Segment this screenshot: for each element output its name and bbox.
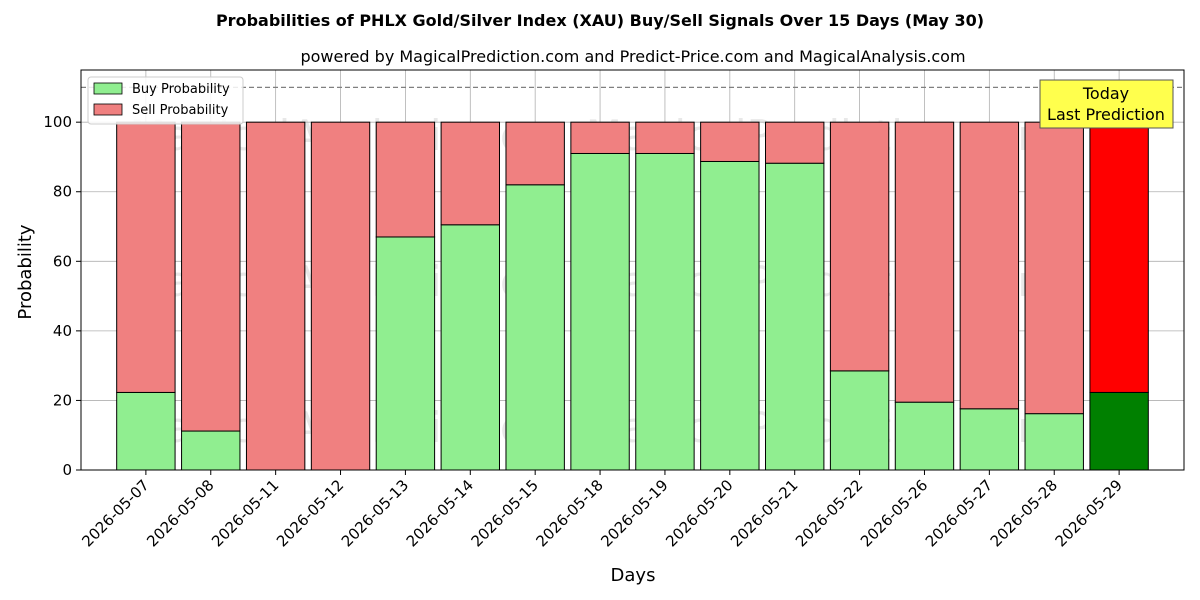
- legend-box: [87, 76, 244, 125]
- x-tick-label: 2026-05-27: [922, 476, 996, 550]
- x-tick-label: 2026-05-11: [208, 476, 282, 550]
- legend-sell-label: Sell Probability: [132, 103, 229, 118]
- bar-buy: [959, 408, 1020, 471]
- bar-buy: [829, 370, 890, 471]
- y-tick-label: 80: [53, 183, 72, 201]
- bar-sell: [829, 121, 890, 372]
- x-tick-label: 2026-05-18: [533, 476, 607, 550]
- bar-sell: [505, 121, 565, 186]
- x-tick-label: 2026-05-22: [792, 476, 866, 550]
- chart-subtitle: powered by MagicalPrediction.com and Pre…: [300, 47, 965, 66]
- bar-buy: [894, 401, 955, 471]
- x-tick-label: 2026-05-28: [987, 476, 1061, 550]
- legend-buy-swatch: [93, 82, 123, 95]
- x-tick-label: 2026-05-15: [468, 476, 542, 550]
- x-axis: 2026-05-072026-05-082026-05-112026-05-12…: [78, 470, 1126, 550]
- bar-buy: [375, 236, 436, 471]
- x-tick-label: 2026-05-12: [273, 476, 347, 550]
- bar-buy: [1089, 391, 1149, 471]
- x-tick-label: 2026-05-08: [143, 476, 217, 550]
- y-axis: 0 20 40 60 80 100: [43, 113, 81, 479]
- bar-sell: [181, 121, 241, 432]
- y-tick-label: 20: [53, 391, 72, 409]
- bar-buy: [1024, 413, 1084, 471]
- bar-sell: [310, 121, 371, 471]
- plot-frame: [80, 69, 1185, 471]
- y-tick-label: 40: [53, 322, 72, 340]
- x-tick-label: 2026-05-13: [338, 476, 412, 550]
- bar-sell: [440, 121, 500, 226]
- bar-buy: [181, 430, 241, 471]
- x-tick-label: 2026-05-07: [78, 476, 152, 550]
- annotation-box: [1039, 79, 1174, 129]
- x-tick-label: 2026-05-21: [727, 476, 801, 550]
- legend: Buy Probability Sell Probability: [87, 76, 244, 125]
- bar-buy: [116, 391, 176, 471]
- bar-sell: [570, 121, 630, 154]
- bar-buy: [635, 152, 695, 471]
- bar-sell: [1089, 121, 1149, 393]
- today-annotation: Today Last Prediction: [1039, 79, 1174, 129]
- legend-buy-label: Buy Probability: [132, 82, 230, 97]
- chart-title: Probabilities of PHLX Gold/Silver Index …: [216, 11, 984, 30]
- bar-buy: [440, 224, 500, 471]
- bar-sell: [375, 121, 436, 238]
- x-tick-label: 2026-05-29: [1052, 476, 1126, 550]
- bar-buy: [765, 162, 825, 471]
- x-tick-label: 2026-05-19: [597, 476, 671, 550]
- bar-buy: [700, 160, 760, 471]
- bar-sell: [116, 121, 176, 393]
- bar-sell: [635, 121, 695, 154]
- x-tick-label: 2026-05-26: [857, 476, 931, 550]
- y-tick-label: 60: [53, 252, 72, 270]
- bar-buy: [570, 152, 630, 471]
- bar-layer: [116, 121, 1149, 471]
- y-axis-label: Probability: [15, 224, 36, 319]
- legend-sell-swatch: [93, 103, 123, 116]
- y-tick-label: 0: [62, 461, 72, 479]
- bar-sell: [765, 121, 825, 164]
- annotation-line-1: Today: [1082, 84, 1129, 103]
- bar-sell: [894, 121, 955, 403]
- bar-buy: [505, 184, 565, 471]
- annotation-line-2: Last Prediction: [1047, 105, 1165, 124]
- bar-sell: [959, 121, 1020, 410]
- y-tick-label: 100: [43, 113, 72, 131]
- bar-sell: [700, 121, 760, 162]
- x-tick-label: 2026-05-14: [403, 476, 477, 550]
- bar-sell: [245, 121, 306, 471]
- x-tick-label: 2026-05-20: [662, 476, 736, 550]
- x-axis-label: Days: [611, 565, 656, 586]
- bar-sell: [1024, 121, 1084, 415]
